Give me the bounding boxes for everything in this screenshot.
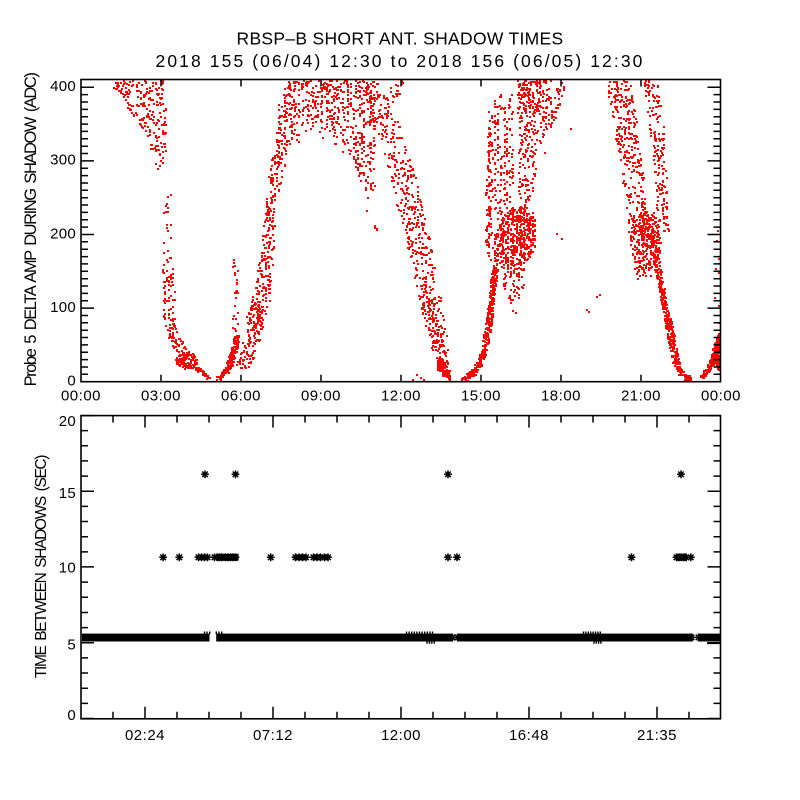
svg-text:00:00: 00:00 [701,387,741,404]
svg-text:21:35: 21:35 [637,727,677,744]
svg-text:21:00: 21:00 [621,387,661,404]
svg-text:0: 0 [67,707,76,724]
svg-text:06:00: 06:00 [221,387,261,404]
svg-text:00:00: 00:00 [61,387,101,404]
svg-text:10: 10 [59,560,76,577]
svg-text:2018 155 (06/04) 12:30 to 2018: 2018 155 (06/04) 12:30 to 2018 156 (06/0… [155,51,644,71]
svg-text:100: 100 [50,299,76,316]
svg-text:400: 400 [50,78,76,95]
svg-text:Probe 5 DELTA AMP DURING SHADO: Probe 5 DELTA AMP DURING SHADOW (ADC) [22,73,40,387]
svg-text:12:00: 12:00 [381,387,421,404]
svg-text:200: 200 [50,225,76,242]
svg-text:0: 0 [67,373,76,390]
svg-text:02:24: 02:24 [125,727,165,744]
svg-text:15: 15 [59,485,76,502]
svg-text:18:00: 18:00 [541,387,581,404]
svg-text:09:00: 09:00 [301,387,341,404]
svg-text:03:00: 03:00 [141,387,181,404]
svg-text:15:00: 15:00 [461,387,501,404]
svg-text:300: 300 [50,152,76,169]
svg-text:16:48: 16:48 [509,727,549,744]
svg-text:RBSP–B SHORT ANT. SHADOW TIMES: RBSP–B SHORT ANT. SHADOW TIMES [237,29,564,49]
svg-text:12:00: 12:00 [381,727,421,744]
svg-text:TIME BETWEEN SHADOWS (SEC): TIME BETWEEN SHADOWS (SEC) [33,455,50,678]
svg-text:20: 20 [59,413,76,430]
svg-text:07:12: 07:12 [253,727,293,744]
svg-text:5: 5 [67,637,76,654]
